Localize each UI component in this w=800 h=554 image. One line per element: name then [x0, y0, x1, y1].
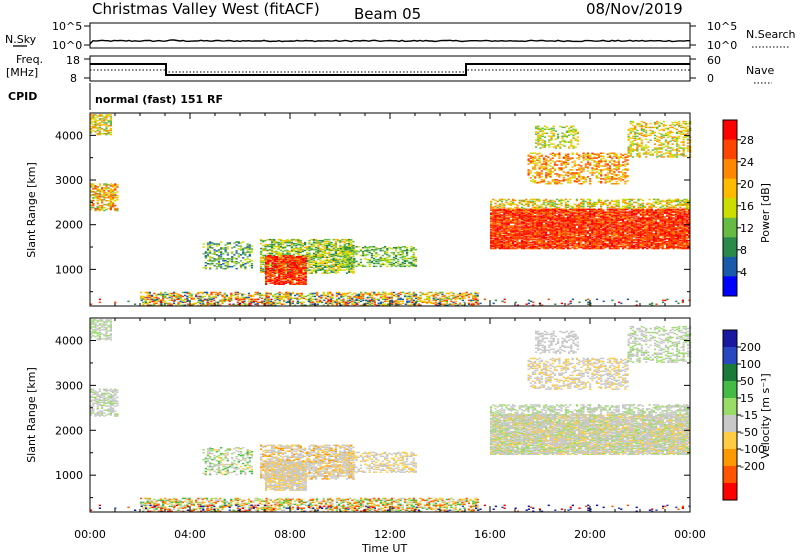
colorbar-swatch — [723, 120, 737, 141]
colorbar-swatch — [723, 256, 737, 277]
colorbar-swatch — [723, 159, 737, 180]
nsky-trace — [89, 39, 690, 45]
colorbar-swatch — [723, 347, 737, 365]
colorbar-swatch — [723, 381, 737, 399]
colorbar-tick-label: 100 — [740, 358, 761, 371]
nave-tick-bottom: 0 — [707, 72, 714, 85]
colorbar-swatch — [723, 237, 737, 258]
colorbar-tick-label: 50 — [740, 375, 754, 388]
velocity-colorbar-label: Velocity [m s⁻¹] — [759, 373, 772, 458]
range-tick-label: 1000 — [55, 469, 83, 482]
colorbar-swatch — [723, 432, 737, 450]
colorbar-swatch — [723, 415, 737, 433]
freq-tick-top: 18 — [66, 54, 80, 67]
range-tick-label: 1000 — [55, 263, 83, 276]
velocity-colorbar: 200 100 50 15 -15 -50 -100 -200 — [722, 329, 765, 501]
freq-axis-ticks — [84, 58, 696, 79]
nsearch-tick-top: 10^5 — [707, 20, 737, 33]
colorbar-tick-label: 4 — [740, 266, 747, 279]
cpid-label: CPID — [8, 90, 37, 103]
nave-tick-top: 60 — [707, 54, 721, 67]
power-colorbar-label: Power [dB] — [759, 183, 772, 243]
nsky-tick-top: 10^5 — [52, 20, 82, 33]
colorbar-swatch — [723, 483, 737, 501]
time-tick-label: 04:00 — [174, 528, 206, 541]
power-colorbar: 28 24 20 16 12 8 4 — [722, 119, 754, 297]
freq-label: Freq. — [16, 53, 43, 66]
nsky-axis-ticks — [84, 25, 696, 46]
colorbar-swatch — [723, 178, 737, 199]
range-tick-label: 4000 — [55, 334, 83, 347]
time-axis: 00:00 04:00 08:00 12:00 16:00 20:00 00:00 — [74, 528, 706, 541]
time-tick-label: 08:00 — [274, 528, 306, 541]
colorbar-swatch — [723, 364, 737, 382]
colorbar-swatch — [723, 276, 737, 297]
date-label: 08/Nov/2019 — [586, 0, 683, 18]
nave-label: Nave — [746, 64, 774, 77]
range-tick-label: 2000 — [55, 424, 83, 437]
cpid-text: normal (fast) 151 RF — [95, 93, 223, 106]
velocity-data — [90, 319, 692, 512]
nsky-panel — [89, 22, 691, 49]
time-tick-label: 20:00 — [574, 528, 606, 541]
colorbar-tick-label: 24 — [740, 156, 754, 169]
colorbar-tick-label: -100 — [740, 443, 765, 456]
freq-unit-label: [MHz] — [6, 66, 38, 79]
colorbar-tick-label: 15 — [740, 392, 754, 405]
colorbar-swatch — [723, 139, 737, 160]
colorbar-swatch — [723, 398, 737, 416]
velocity-ylabel: Slant Range [km] — [25, 367, 38, 463]
freq-tick-bottom: 8 — [70, 72, 77, 85]
time-tick-label: 16:00 — [474, 528, 506, 541]
power-ylabel: Slant Range [km] — [25, 162, 38, 258]
colorbar-swatch — [723, 198, 737, 219]
nsearch-label: N.Search — [746, 28, 796, 41]
range-tick-label: 2000 — [55, 219, 83, 232]
nsearch-tick-bottom: 10^0 — [707, 39, 737, 52]
colorbar-tick-label: -200 — [740, 460, 765, 473]
velocity-axes: 4000 3000 2000 1000 — [55, 317, 691, 512]
colorbar-tick-label: 20 — [740, 178, 754, 191]
beam-label: Beam 05 — [354, 5, 421, 23]
colorbar-tick-label: 16 — [740, 200, 754, 213]
station-title: Christmas Valley West (fitACF) — [92, 0, 320, 18]
colorbar-swatch — [723, 217, 737, 238]
nave-trace — [90, 69, 690, 73]
freq-panel — [89, 55, 691, 82]
time-axis-label: Time UT — [361, 542, 407, 554]
colorbar-tick-label: 8 — [740, 244, 747, 257]
freq-trace — [90, 63, 690, 76]
colorbar-tick-label: 12 — [740, 222, 754, 235]
range-tick-label: 4000 — [55, 129, 83, 142]
colorbar-tick-label: 200 — [740, 341, 761, 354]
range-tick-label: 3000 — [55, 174, 83, 187]
time-tick-label: 12:00 — [374, 528, 406, 541]
range-tick-label: 3000 — [55, 379, 83, 392]
time-tick-label: 00:00 — [674, 528, 706, 541]
colorbar-swatch — [723, 466, 737, 484]
nsky-tick-bottom: 10^0 — [52, 39, 82, 52]
time-tick-label: 00:00 — [74, 528, 106, 541]
colorbar-swatch — [723, 449, 737, 467]
colorbar-tick-label: -15 — [740, 409, 758, 422]
power-data — [90, 114, 692, 306]
power-axes: 4000 3000 2000 1000 — [55, 112, 691, 306]
colorbar-tick-label: 28 — [740, 134, 754, 147]
colorbar-swatch — [723, 330, 737, 348]
colorbar-tick-label: -50 — [740, 426, 758, 439]
nsky-label: N.Sky — [5, 33, 37, 46]
